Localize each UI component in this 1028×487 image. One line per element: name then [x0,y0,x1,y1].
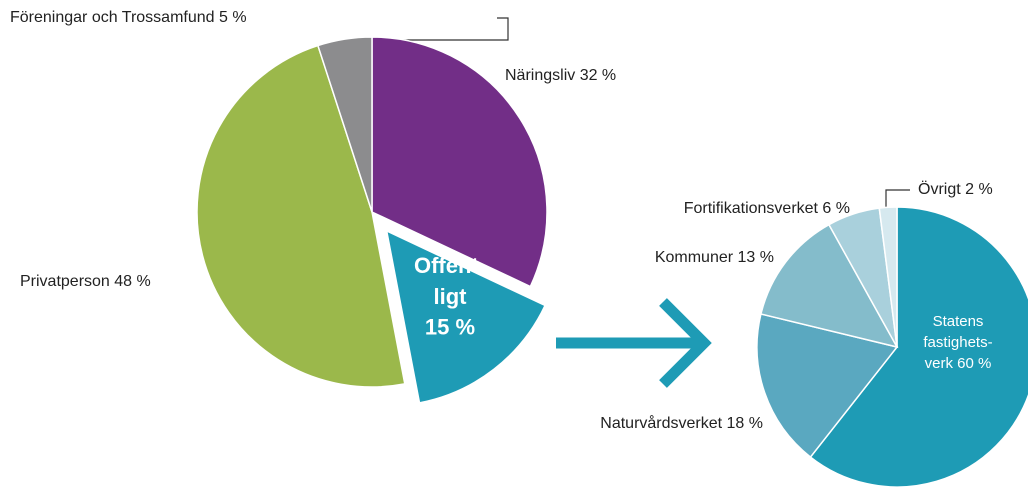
slice-label: Näringsliv 32 % [505,67,616,84]
slice-label: Övrigt 2 % [918,180,993,198]
pie-slice [809,206,1028,487]
slice-label: Naturvårdsverket 18 % [600,414,763,432]
pie-slice [878,206,898,348]
slice-label: fastighets- [923,334,992,351]
slice-label: Kommuner 13 % [655,249,774,266]
slice-label: ligt [434,284,468,309]
slice-label: Offent- [414,253,486,278]
slice-label: Fortifikationsverket 6 % [684,200,850,217]
pie-slice [756,313,899,459]
slice-label: Statens [933,313,984,330]
slice-label: Privatperson 48 % [20,273,151,290]
pie-slice [316,36,373,213]
pie-slice [385,229,547,404]
pie-slice [760,223,899,349]
slice-label: verk 60 % [925,355,992,372]
arrow [556,298,712,388]
slice-label: Föreningar och Trossamfund 5 % [10,9,247,26]
pie-slice [196,44,406,388]
pie-slice [371,36,548,288]
slice-label: 15 % [425,315,475,340]
